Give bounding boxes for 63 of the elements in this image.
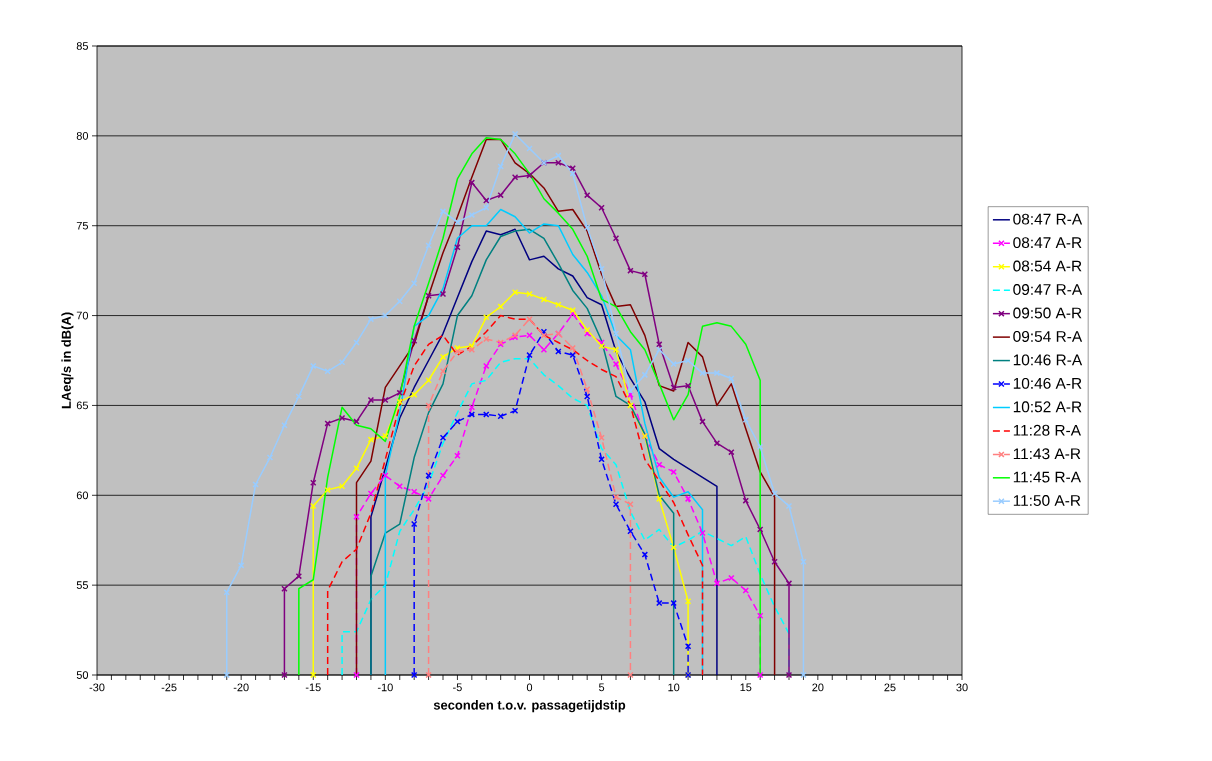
- point: [410, 279, 418, 287]
- legend-label: 11:45 R-A: [1013, 471, 1081, 483]
- x-tick-label: 15: [740, 683, 752, 692]
- point: [656, 461, 663, 468]
- point: [742, 416, 749, 424]
- y-tick-label: 60: [76, 491, 89, 500]
- legend-label: 11:43 A-R: [1013, 448, 1081, 460]
- legend-label: 09:47 R-A: [1013, 284, 1083, 295]
- point: [569, 164, 576, 172]
- y-tick-label: 50: [76, 671, 89, 679]
- point: [367, 315, 375, 323]
- legend-label: 08:47 A-R: [1013, 237, 1082, 249]
- x-tick-label: 0: [526, 683, 533, 692]
- y-tick-label: 55: [76, 581, 89, 589]
- x-tick-label: -15: [305, 683, 321, 692]
- x-axis-title: seconden t.o.v. passagetijdstip: [433, 700, 626, 713]
- x-tick-label: 25: [884, 683, 896, 692]
- x-tick-label: -30: [89, 683, 105, 692]
- point: [468, 404, 476, 411]
- point: [367, 396, 375, 404]
- point: [483, 204, 490, 211]
- x-tick-label: 20: [812, 683, 824, 692]
- point: [785, 502, 793, 510]
- x-tick-label: 10: [668, 683, 680, 692]
- point: [396, 483, 403, 490]
- point: [454, 418, 461, 425]
- point: [627, 267, 634, 274]
- x-tick-label: 5: [598, 683, 605, 692]
- point: [511, 130, 519, 138]
- point: [583, 191, 591, 199]
- point: [324, 368, 331, 375]
- legend-label: 08:54 A-R: [1013, 260, 1082, 272]
- legend-label: 09:54 R-A: [1013, 330, 1083, 342]
- x-tick-label: -5: [453, 683, 462, 692]
- y-tick-label: 65: [76, 401, 89, 410]
- x-tick-label: -10: [377, 683, 393, 692]
- legend-label: 10:46 R-A: [1013, 354, 1083, 366]
- point: [684, 495, 692, 503]
- point: [295, 572, 303, 580]
- legend-label: 08:47 R-A: [1013, 213, 1083, 225]
- legend-label: 11:28 R-A: [1013, 424, 1081, 436]
- point: [425, 402, 432, 409]
- point: [324, 420, 331, 427]
- y-tick-label: 85: [76, 42, 89, 50]
- legend-label: 10:46 A-R: [1013, 377, 1082, 389]
- point: [627, 402, 634, 409]
- x-tick-label: 30: [956, 683, 968, 692]
- y-axis-title: LAeq/s in dB(A): [61, 312, 74, 409]
- legend-label: 11:50 A-R: [1013, 495, 1081, 506]
- x-tick-label: -20: [233, 683, 249, 692]
- y-tick-label: 75: [76, 221, 89, 230]
- point: [439, 290, 447, 298]
- point: [353, 339, 360, 346]
- legend-label: 09:50 A-R: [1013, 307, 1082, 319]
- point: [310, 479, 317, 486]
- y-tick-label: 80: [76, 131, 89, 140]
- x-tick-label: -25: [161, 683, 177, 692]
- legend-label: 10:52 A-R: [1013, 401, 1082, 413]
- point: [713, 369, 721, 377]
- y-tick-label: 70: [76, 311, 89, 320]
- point: [555, 152, 562, 159]
- line-series: [341, 357, 790, 675]
- point: [641, 371, 649, 379]
